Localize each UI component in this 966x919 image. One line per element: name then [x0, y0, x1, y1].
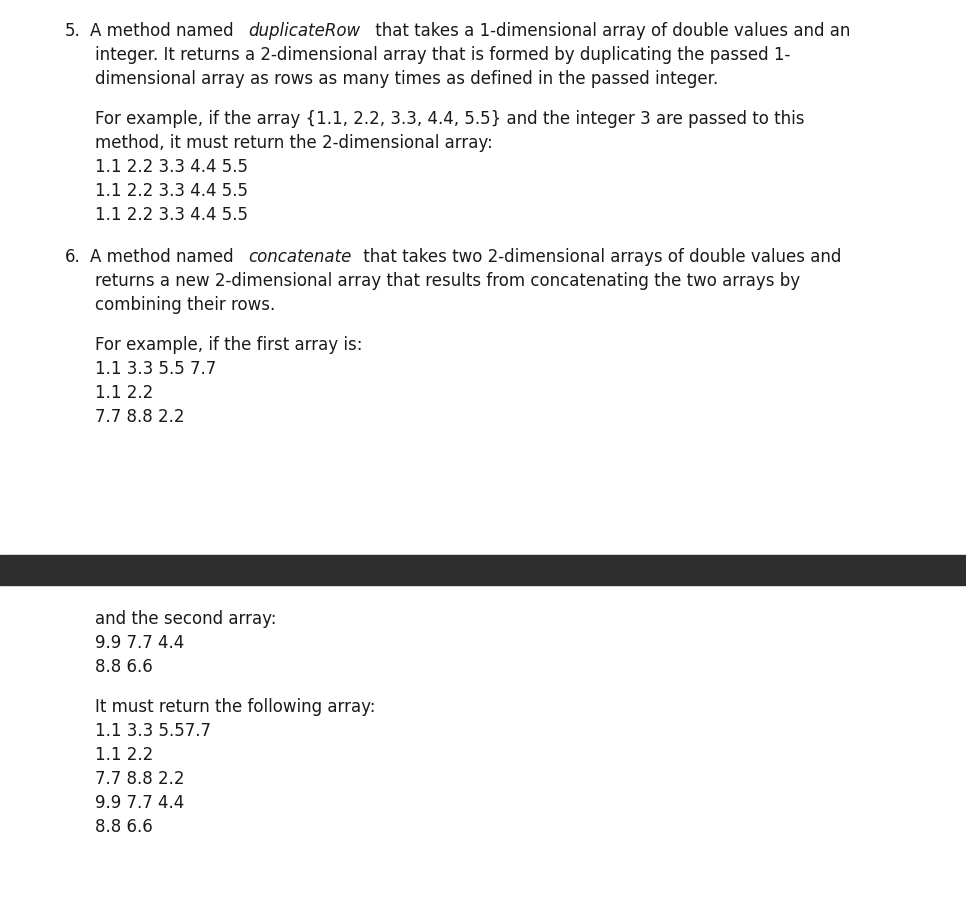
Text: 6.: 6.: [65, 248, 81, 266]
Text: 8.8 6.6: 8.8 6.6: [95, 817, 153, 835]
Text: that takes a 1-dimensional array of double values and an: that takes a 1-dimensional array of doub…: [370, 22, 850, 40]
Text: 1.1 3.3 5.5 7.7: 1.1 3.3 5.5 7.7: [95, 359, 216, 378]
Text: 7.7 8.8 2.2: 7.7 8.8 2.2: [95, 407, 185, 425]
Text: 8.8 6.6: 8.8 6.6: [95, 657, 153, 675]
Text: It must return the following array:: It must return the following array:: [95, 698, 376, 715]
Text: returns a new 2-dimensional array that results from concatenating the two arrays: returns a new 2-dimensional array that r…: [95, 272, 800, 289]
Bar: [0, 555, 966, 585]
Text: that takes two 2-dimensional arrays of double values and: that takes two 2-dimensional arrays of d…: [358, 248, 841, 266]
Text: For example, if the first array is:: For example, if the first array is:: [95, 335, 362, 354]
Text: method, it must return the 2-dimensional array:: method, it must return the 2-dimensional…: [95, 134, 493, 152]
Text: combining their rows.: combining their rows.: [95, 296, 275, 313]
Text: 1.1 2.2: 1.1 2.2: [95, 745, 154, 763]
Text: 7.7 8.8 2.2: 7.7 8.8 2.2: [95, 769, 185, 788]
Text: 9.9 7.7 4.4: 9.9 7.7 4.4: [95, 633, 185, 652]
Text: 9.9 7.7 4.4: 9.9 7.7 4.4: [95, 793, 185, 811]
Text: duplicateRow: duplicateRow: [248, 22, 360, 40]
Text: For example, if the array {1.1, 2.2, 3.3, 4.4, 5.5} and the integer 3 are passed: For example, if the array {1.1, 2.2, 3.3…: [95, 110, 805, 128]
Text: dimensional array as rows as many times as defined in the passed integer.: dimensional array as rows as many times …: [95, 70, 719, 88]
Text: 1.1 3.3 5.57.7: 1.1 3.3 5.57.7: [95, 721, 211, 739]
Text: concatenate: concatenate: [248, 248, 352, 266]
Text: 1.1 2.2 3.3 4.4 5.5: 1.1 2.2 3.3 4.4 5.5: [95, 206, 248, 223]
Text: A method named: A method named: [90, 248, 239, 266]
Text: A method named: A method named: [90, 22, 239, 40]
Text: 1.1 2.2 3.3 4.4 5.5: 1.1 2.2 3.3 4.4 5.5: [95, 158, 248, 176]
Text: and the second array:: and the second array:: [95, 609, 276, 628]
Text: 5.: 5.: [65, 22, 81, 40]
Text: 1.1 2.2 3.3 4.4 5.5: 1.1 2.2 3.3 4.4 5.5: [95, 182, 248, 199]
Text: integer. It returns a 2-dimensional array that is formed by duplicating the pass: integer. It returns a 2-dimensional arra…: [95, 46, 790, 64]
Text: 1.1 2.2: 1.1 2.2: [95, 383, 154, 402]
